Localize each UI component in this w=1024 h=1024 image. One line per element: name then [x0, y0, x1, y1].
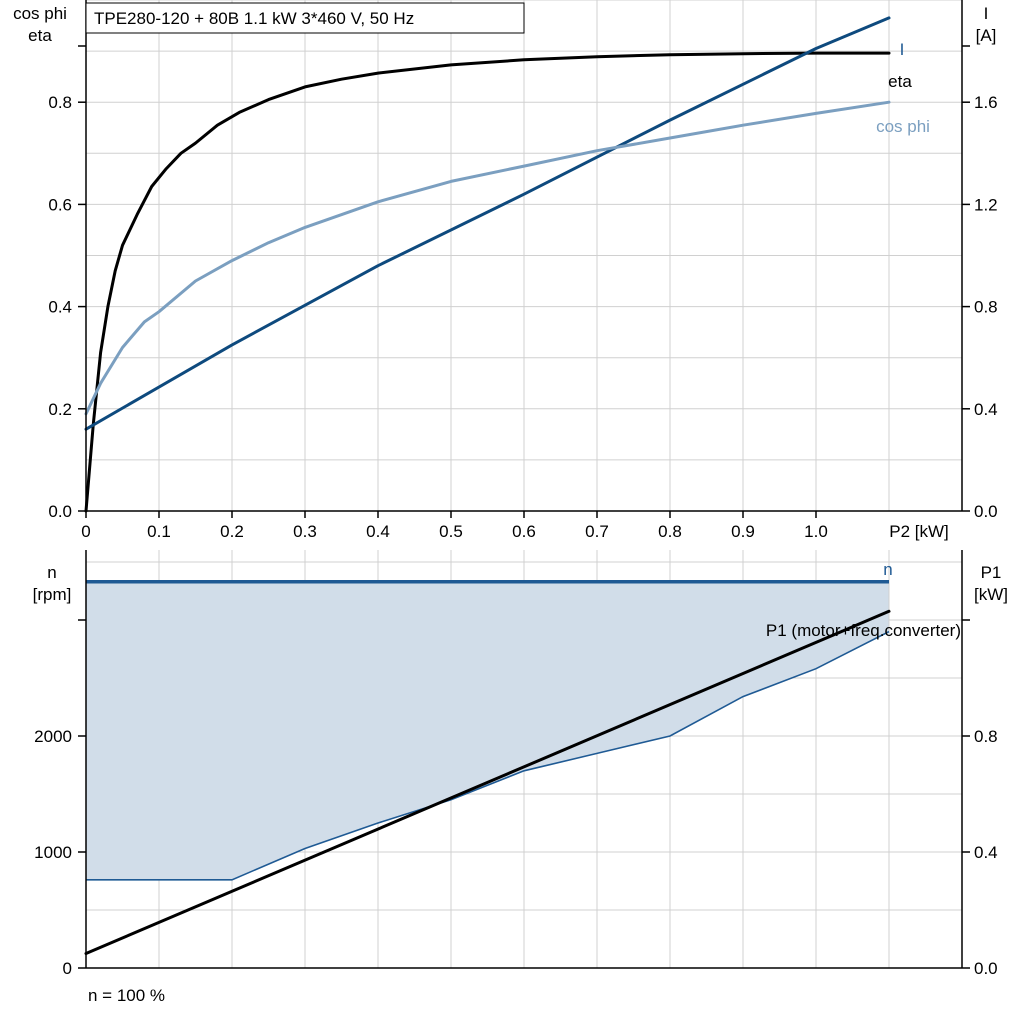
x-tick-label: 0.1: [147, 522, 171, 541]
bottom-y-left-tick-label: 0: [63, 959, 72, 978]
x-tick-label: 0.4: [366, 522, 390, 541]
y-left-tick-label: 0.8: [48, 93, 72, 112]
series-line-min-speed: [86, 630, 890, 881]
title-box: [85, 2, 525, 34]
bottom-y-left-tick-label: 2000: [34, 727, 72, 746]
bottom-left-axis-label-1: n: [47, 563, 56, 582]
x-tick-label: 1.0: [804, 522, 828, 541]
x-tick-label: 0: [81, 522, 90, 541]
series-label-p1: P1 (motor+freq.converter): [766, 621, 961, 640]
x-tick-label: 0.3: [293, 522, 317, 541]
series-line-cos-phi: [84, 100, 891, 416]
series-line-current: [84, 16, 891, 431]
series-label-cos-phi: cos phi: [876, 117, 930, 136]
y-right-tick-label: 0.4: [974, 400, 998, 419]
series-label-speed: n: [883, 560, 892, 579]
top-series: [84, 16, 891, 513]
x-tick-label: 0.5: [439, 522, 463, 541]
top-left-axis-label-1: cos phi: [13, 4, 67, 23]
x-tick-label: 0.2: [220, 522, 244, 541]
y-left-tick-label: 0.4: [48, 298, 72, 317]
series-line-eta: [84, 51, 891, 513]
bottom-ticks: 0 1000 2000 0.0 0.4 0.8: [34, 727, 997, 978]
x-tick-label: 0.7: [585, 522, 609, 541]
series-line-p1: [84, 609, 891, 955]
y-left-tick-label: 0.2: [48, 400, 72, 419]
bottom-panel: 0 1000 2000 0.0 0.4 0.8 n [rpm] P1 [kW] n P1 …: [33, 550, 1008, 1005]
top-right-axis-label-1: I: [984, 4, 989, 23]
y-left-tick-label: 0.6: [48, 195, 72, 214]
chart-title: TPE280-120 + 80B 1.1 kW 3*460 V, 50 Hz: [94, 9, 414, 28]
bottom-y-right-tick-label: 0.4: [974, 843, 998, 862]
bottom-left-axis-label-2: [rpm]: [33, 585, 72, 604]
bottom-right-axis-label-2: [kW]: [974, 585, 1008, 604]
bottom-y-right-tick-label: 0.8: [974, 727, 998, 746]
bottom-right-axis-label-1: P1: [981, 563, 1002, 582]
top-grid: [86, 0, 962, 511]
speed-range-band: [86, 581, 889, 880]
x-tick-label: 0.8: [658, 522, 682, 541]
top-panel: 0.0 0.2 0.4 0.6 0.8 0.0 0.4 0.8 1.2 1.6 0 0.1 0.2 0.3…: [13, 0, 998, 541]
footer-note: n = 100 %: [88, 986, 165, 1005]
bottom-series: [84, 579, 891, 955]
series-label-current: I: [900, 40, 905, 59]
y-right-tick-label: 0.8: [974, 298, 998, 317]
bottom-y-right-tick-label: 0.0: [974, 959, 998, 978]
top-right-axis-label-2: [A]: [976, 26, 997, 45]
y-right-tick-label: 0.0: [974, 502, 998, 521]
x-axis-label: P2 [kW]: [889, 522, 949, 541]
bottom-y-left-tick-label: 1000: [34, 843, 72, 862]
y-left-tick-label: 0.0: [48, 502, 72, 521]
y-right-tick-label: 1.2: [974, 195, 998, 214]
top-left-axis-label-2: eta: [28, 26, 52, 45]
x-tick-label: 0.9: [731, 522, 755, 541]
series-label-eta: eta: [888, 72, 912, 91]
bottom-axes: [78, 550, 970, 969]
x-tick-label: 0.6: [512, 522, 536, 541]
top-ticks: 0.0 0.2 0.4 0.6 0.8 0.0 0.4 0.8 1.2 1.6 0 0.1 0.2 0.3…: [48, 93, 997, 541]
y-right-tick-label: 1.6: [974, 93, 998, 112]
